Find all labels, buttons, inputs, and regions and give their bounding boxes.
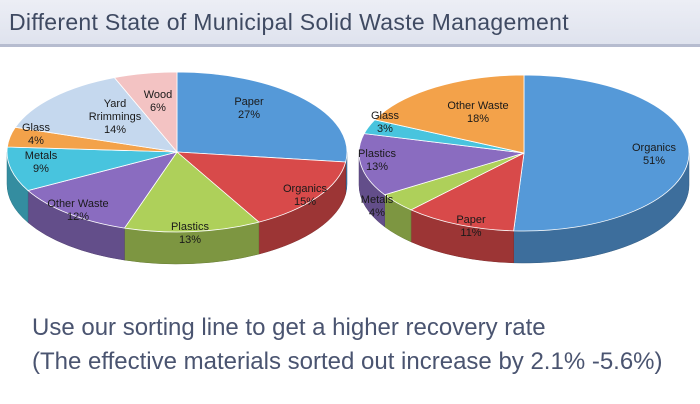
slice-name: Plastics bbox=[358, 148, 396, 160]
pie-slice-paper bbox=[410, 152, 525, 232]
slice-label-organics: Organics 15% bbox=[283, 183, 328, 208]
pie-slice-organics bbox=[513, 74, 690, 232]
slice-value: 9% bbox=[33, 163, 49, 175]
slice-label-plastics: Plastics 13% bbox=[171, 221, 209, 246]
caption-line-2: (The effective materials sorted out incr… bbox=[32, 348, 663, 375]
slice-label-other-waste: Other Waste 12% bbox=[47, 198, 108, 223]
slice-name: Paper bbox=[456, 214, 486, 226]
pie-labels: Organics 51% Paper 11% Metals 4% Plastics 13% Gl… bbox=[358, 100, 676, 239]
slice-value: 12% bbox=[67, 211, 89, 223]
pie-slice-paper bbox=[176, 71, 348, 163]
slice-value: 4% bbox=[369, 207, 385, 219]
slice-name: Rrimmings bbox=[89, 111, 142, 123]
pie-slice-plastics bbox=[358, 133, 525, 196]
pie-top-faces bbox=[358, 74, 690, 232]
slice-value: 15% bbox=[294, 196, 316, 208]
pie-side-walls bbox=[6, 151, 348, 265]
pie-slice-metals bbox=[6, 146, 178, 191]
caption-line-1: Use our sorting line to get a higher rec… bbox=[32, 314, 546, 341]
pie-slice-plastics bbox=[123, 151, 260, 233]
slice-value: 3% bbox=[377, 123, 393, 135]
slice-value: 6% bbox=[150, 102, 166, 114]
pie-slice-wood bbox=[113, 71, 178, 154]
slice-value: 13% bbox=[179, 234, 201, 246]
slice-label-paper: Paper 27% bbox=[234, 96, 264, 121]
slice-value: 18% bbox=[467, 113, 489, 125]
slice-label-wood: Wood 6% bbox=[144, 89, 173, 114]
slice-label-metals: Metals 4% bbox=[361, 194, 394, 219]
pie-charts: Paper 27%Organics 15%Plastics 13%Other Wast… bbox=[6, 71, 690, 265]
slice-label-glass: Glass 3% bbox=[371, 110, 400, 135]
pie-slice-yard-rrimmings bbox=[14, 77, 178, 153]
slice-label-organics: Organics 51% bbox=[632, 142, 677, 167]
slice-value: 4% bbox=[28, 135, 44, 147]
slice-label-glass: Glass 4% bbox=[22, 122, 51, 147]
slice-name: Wood bbox=[144, 89, 173, 101]
title-bar: Different State of Municipal Solid Waste… bbox=[0, 0, 700, 47]
slice-value: 14% bbox=[104, 124, 126, 136]
slice-label-paper: Paper 11% bbox=[456, 214, 486, 239]
slice-name: Yard bbox=[104, 98, 126, 110]
pie-slice-organics bbox=[175, 151, 347, 223]
slice-label-other-waste: Other Waste 18% bbox=[447, 100, 508, 125]
slice-value: 51% bbox=[643, 155, 665, 167]
slice-label-plastics: Plastics 13% bbox=[358, 148, 396, 173]
slice-name: Other Waste bbox=[447, 100, 508, 112]
slice-name: Metals bbox=[361, 194, 394, 206]
pie-slice-other-waste bbox=[373, 74, 525, 154]
pie-slice-other-waste bbox=[27, 151, 178, 229]
slice-name: Glass bbox=[22, 122, 51, 134]
slice-name: Paper bbox=[234, 96, 264, 108]
pie-chart-1: Paper 27% Organics 15% Plastics 13% Other Wast… bbox=[6, 71, 348, 265]
pie-top-faces bbox=[6, 71, 348, 233]
pie-chart-2: Organics 51% Paper 11% Metals 4% Plastics 13% Gl… bbox=[358, 74, 690, 264]
slice-value: 27% bbox=[238, 109, 260, 121]
slice-name: Organics bbox=[632, 142, 677, 154]
slice-name: Metals bbox=[25, 150, 58, 162]
pie-labels: Paper 27% Organics 15% Plastics 13% Other Wast… bbox=[22, 89, 328, 246]
slice-name: Other Waste bbox=[47, 198, 108, 210]
slice-value: 13% bbox=[366, 161, 388, 173]
slice-label-metals: Metals 9% bbox=[25, 150, 58, 175]
page-title: Different State of Municipal Solid Waste… bbox=[9, 9, 569, 35]
slice-value: 11% bbox=[460, 227, 481, 239]
slice-name: Organics bbox=[283, 183, 328, 195]
slice-label-yard-rrimmings: Yard Rrimmings 14% bbox=[89, 98, 142, 136]
slice-name: Plastics bbox=[171, 221, 209, 233]
slice-name: Glass bbox=[371, 110, 400, 122]
